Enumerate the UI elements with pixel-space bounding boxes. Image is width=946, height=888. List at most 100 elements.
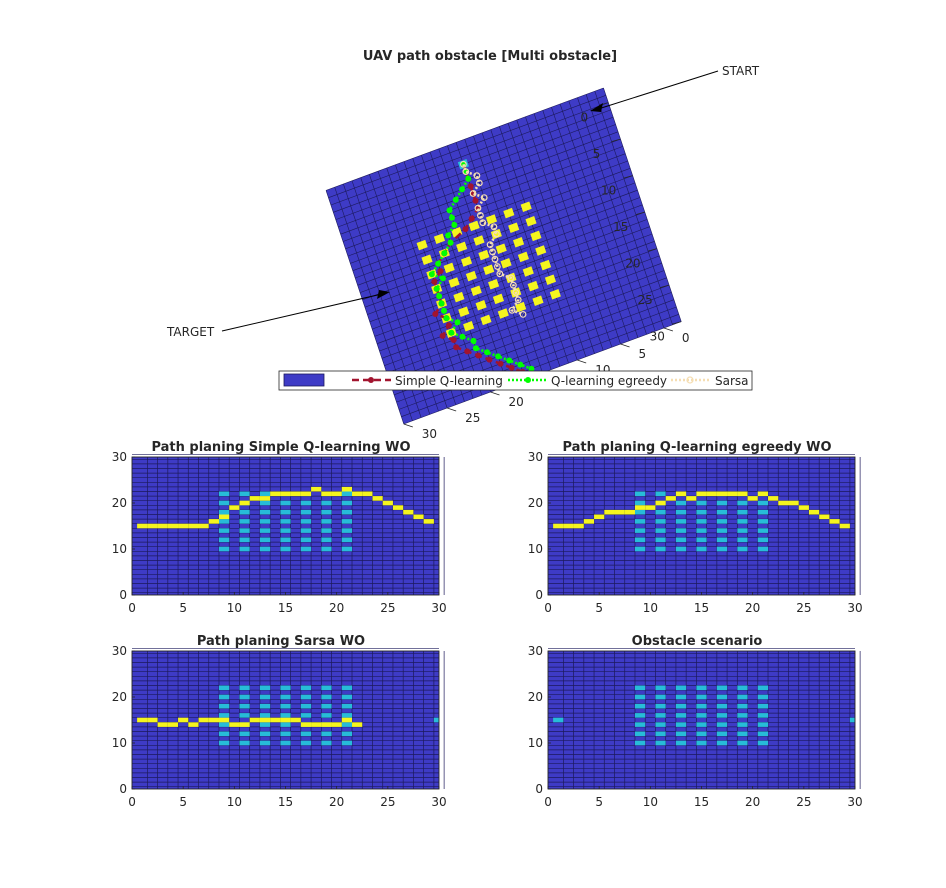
path-cell [178, 523, 189, 529]
path-cell-on-obstacle [300, 491, 312, 497]
y-tick [577, 359, 587, 364]
legend-label-q-egreedy: Q-learning egreedy [551, 374, 667, 388]
y-tick-label: 10 [112, 542, 127, 556]
obstacle-cell [218, 740, 230, 746]
obstacle-cell [280, 685, 291, 691]
obstacle-cell [300, 685, 312, 691]
obstacle-cell [259, 509, 271, 515]
x-tick-label: 20 [329, 601, 344, 615]
path-cell [218, 514, 230, 520]
obstacle-cell [655, 528, 666, 533]
series-point [486, 356, 493, 363]
surface-gridline [389, 277, 667, 381]
obstacle-cell [321, 528, 332, 533]
x-tick-label: 5 [179, 795, 187, 809]
path-cell [311, 722, 322, 727]
obstacle-cell [218, 731, 230, 737]
obstacle-cell [655, 740, 666, 746]
path-cell [290, 491, 301, 497]
obstacle-cell [757, 685, 769, 691]
path-cell-on-obstacle [655, 500, 666, 506]
surface-ticks: 051015202530051015202530 [403, 102, 690, 441]
x-tick-label: 10 [601, 184, 616, 198]
path-cell [808, 509, 820, 515]
x-tick-label: 15 [613, 220, 628, 234]
y-tick-label: 0 [119, 588, 127, 602]
obstacle-cell [716, 722, 728, 727]
obstacle-cell [321, 694, 332, 700]
obstacle-cell [239, 537, 250, 543]
obstacle-cell [696, 703, 707, 709]
surface-gridline [391, 284, 670, 388]
obstacle-cell [239, 685, 250, 691]
surface-obstacle-cell [475, 300, 487, 311]
surface-series [428, 160, 535, 375]
panel-title: Path planing Sarsa WO [197, 634, 365, 649]
target-annotation: TARGET [166, 290, 390, 339]
series-point [490, 223, 498, 231]
panel-cells [132, 648, 445, 789]
series-point [453, 344, 460, 351]
series-point [497, 360, 504, 367]
obstacle-cell [239, 694, 250, 700]
obstacle-cell [634, 546, 646, 552]
obstacle-cell [218, 703, 230, 709]
obstacle-cell [239, 528, 250, 533]
obstacle-cell [321, 519, 332, 524]
path-cell [686, 496, 697, 501]
x-tick-label: 15 [694, 795, 709, 809]
y-tick [663, 327, 674, 332]
obstacle-cell [716, 528, 728, 533]
obstacle-cell [634, 509, 646, 515]
obstacle-cell [321, 685, 332, 691]
series-point [428, 271, 435, 278]
series-point [494, 263, 501, 270]
obstacle-cell [757, 519, 769, 524]
surface-obstacle-cell [416, 239, 428, 251]
obstacle-cell [757, 509, 769, 515]
series-point [441, 307, 447, 314]
obstacle-cell [757, 731, 769, 737]
obstacle-cell [696, 722, 707, 727]
surface-obstacle-cell [456, 241, 468, 253]
obstacle-cell [259, 546, 271, 552]
obstacle-cell [696, 694, 707, 700]
x-tick-label: 25 [637, 293, 652, 307]
x-tick-label: 0 [544, 601, 552, 615]
series-point [491, 255, 499, 263]
path-cell-on-obstacle [675, 491, 687, 497]
x-tick-label: 10 [227, 601, 242, 615]
series-point [459, 160, 467, 168]
surface-obstacle-cell [515, 301, 527, 313]
series-point [462, 168, 470, 176]
obstacle-cell [634, 713, 646, 718]
obstacle-cell [259, 694, 271, 700]
surface-obstacle-cell [513, 237, 525, 248]
obstacle-cell [757, 500, 769, 506]
series-2 [428, 161, 535, 372]
path-cell [259, 496, 271, 501]
obstacle-cell [280, 703, 291, 709]
surface-obstacle-cell [421, 254, 433, 265]
obstacle-cell [341, 491, 353, 497]
obstacle-cell [239, 731, 250, 737]
obstacle-cell [634, 731, 646, 737]
series-point [447, 239, 454, 246]
series-point [467, 183, 474, 190]
path-cell [290, 717, 301, 723]
obstacle-cell [341, 703, 353, 709]
path-cell [331, 491, 342, 497]
obstacle-cell [280, 740, 291, 746]
obstacle-cell [239, 491, 250, 497]
path-cell [147, 717, 158, 723]
y-tick-label: 30 [112, 450, 127, 464]
series-point [454, 319, 461, 326]
obstacle-cell [300, 731, 312, 737]
surface-gridline [386, 167, 465, 402]
obstacle-cell [259, 500, 271, 506]
y-tick-label: 0 [682, 331, 690, 345]
obstacle-cell [716, 694, 728, 700]
obstacle-cell [218, 509, 230, 515]
marker-cell [553, 717, 564, 723]
obstacle-cell [280, 537, 291, 543]
